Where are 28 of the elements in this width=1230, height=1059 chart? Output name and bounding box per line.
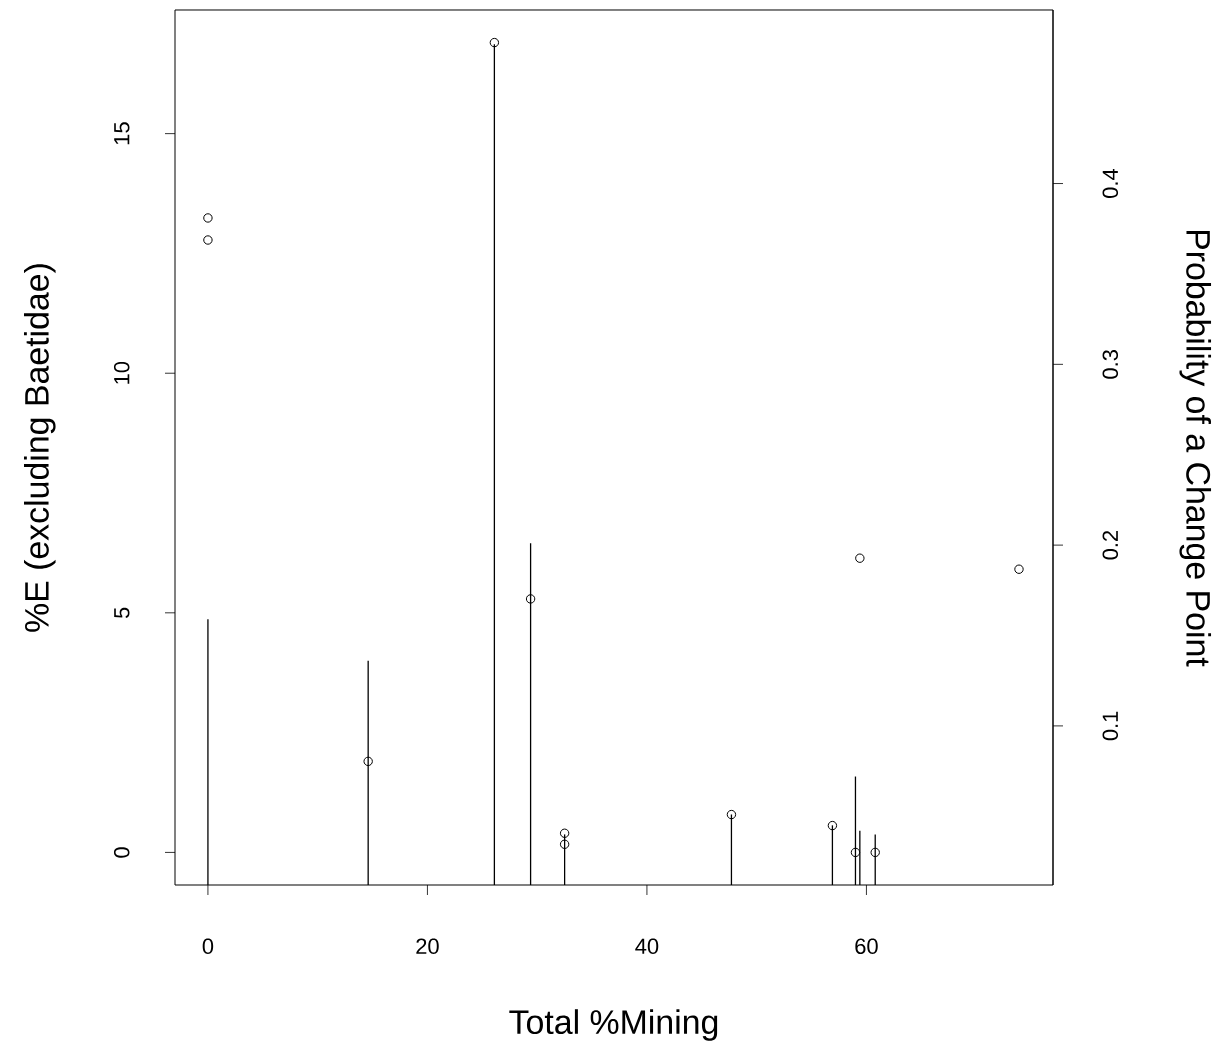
x-tick-label: 0	[202, 938, 214, 955]
y-axis-title: %E (excluding Baetidae)	[23, 264, 56, 632]
point	[870, 847, 880, 858]
y2-tick-label: 0.4	[1102, 168, 1119, 198]
y2-axis-title: Probability of a Change Point	[1179, 230, 1212, 667]
y-tick-label: 15	[114, 122, 130, 145]
point	[203, 235, 213, 245]
x-tick-label: 60	[855, 938, 878, 955]
point	[850, 847, 861, 858]
point	[489, 37, 500, 48]
y2-tick-label: 0.3	[1102, 350, 1119, 379]
point	[726, 809, 737, 820]
y-tick-label: 5	[114, 607, 130, 619]
point	[525, 594, 536, 604]
point	[1014, 564, 1024, 574]
point	[559, 828, 570, 838]
y-tick-label: 10	[113, 361, 130, 384]
x-tick-label: 20	[416, 938, 439, 955]
y2-tick-label: 0.1	[1102, 711, 1119, 741]
point	[363, 756, 373, 767]
y-tick-label: 0	[113, 847, 130, 858]
x-tick-label: 40	[635, 938, 659, 955]
x-axis-title: Total %Mining	[509, 1009, 718, 1041]
point	[203, 213, 213, 223]
point	[827, 820, 838, 831]
point	[855, 553, 865, 563]
point	[559, 839, 570, 849]
y2-tick-label: 0.2	[1102, 530, 1119, 560]
